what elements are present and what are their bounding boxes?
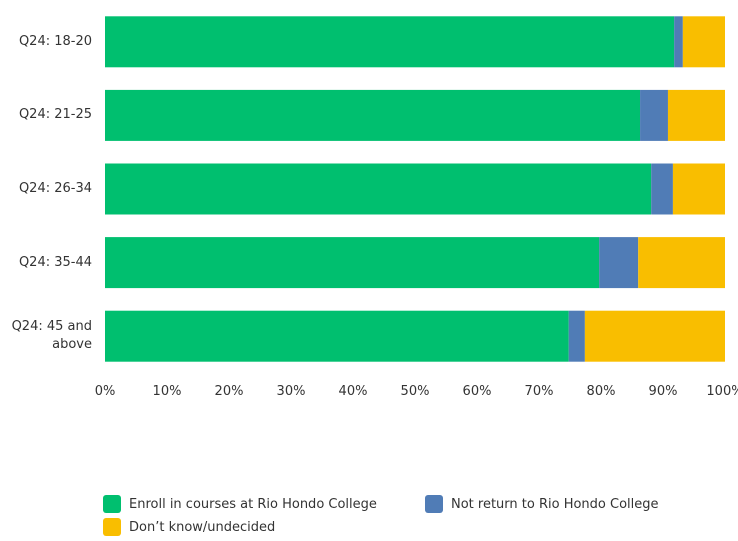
legend-label: Not return to Rio Hondo College	[451, 496, 659, 512]
x-tick-label: 50%	[400, 384, 430, 399]
bar-segment	[682, 16, 725, 68]
y-tick-label: Q24: 35-44	[18, 254, 92, 270]
legend-label: Don’t know/undecided	[129, 519, 276, 535]
bar-segment	[651, 163, 673, 215]
x-tick-label: 30%	[276, 384, 306, 399]
x-tick-label: 20%	[214, 384, 244, 399]
bar-segment	[674, 16, 683, 68]
bar-segment	[105, 16, 675, 68]
bar-segment	[584, 310, 725, 362]
bar-segment	[638, 237, 725, 289]
x-tick-label: 40%	[338, 384, 368, 399]
x-tick-label: 60%	[462, 384, 492, 399]
x-tick-label: 10%	[152, 384, 182, 399]
y-tick-label: Q24: 45 and above	[11, 319, 92, 353]
bar-segment	[105, 237, 600, 289]
x-tick-label: 100%	[706, 384, 738, 399]
bar-segment	[599, 237, 639, 289]
bar-segment	[568, 310, 585, 362]
bar-segment	[105, 163, 652, 215]
bar-segment	[667, 89, 725, 141]
legend-label: Enroll in courses at Rio Hondo College	[129, 496, 377, 512]
bar-segment	[105, 89, 641, 141]
legend-swatch	[103, 518, 121, 536]
x-tick-label: 90%	[648, 384, 678, 399]
legend-swatch	[103, 495, 121, 513]
legend-item: Not return to Rio Hondo College	[425, 495, 659, 513]
bar-segment	[105, 310, 569, 362]
x-tick-label: 70%	[524, 384, 554, 399]
x-tick-label: 0%	[94, 384, 116, 399]
bar-segment	[672, 163, 725, 215]
y-tick-label: Q24: 21-25	[18, 107, 92, 123]
legend-item: Don’t know/undecided	[103, 518, 275, 536]
x-tick-label: 80%	[586, 384, 616, 399]
bar-segment	[640, 89, 668, 141]
legend-item: Enroll in courses at Rio Hondo College	[103, 495, 377, 513]
legend-swatch	[425, 495, 443, 513]
y-tick-label: Q24: 26-34	[18, 181, 92, 196]
y-tick-label: Q24: 18-20	[18, 33, 92, 49]
